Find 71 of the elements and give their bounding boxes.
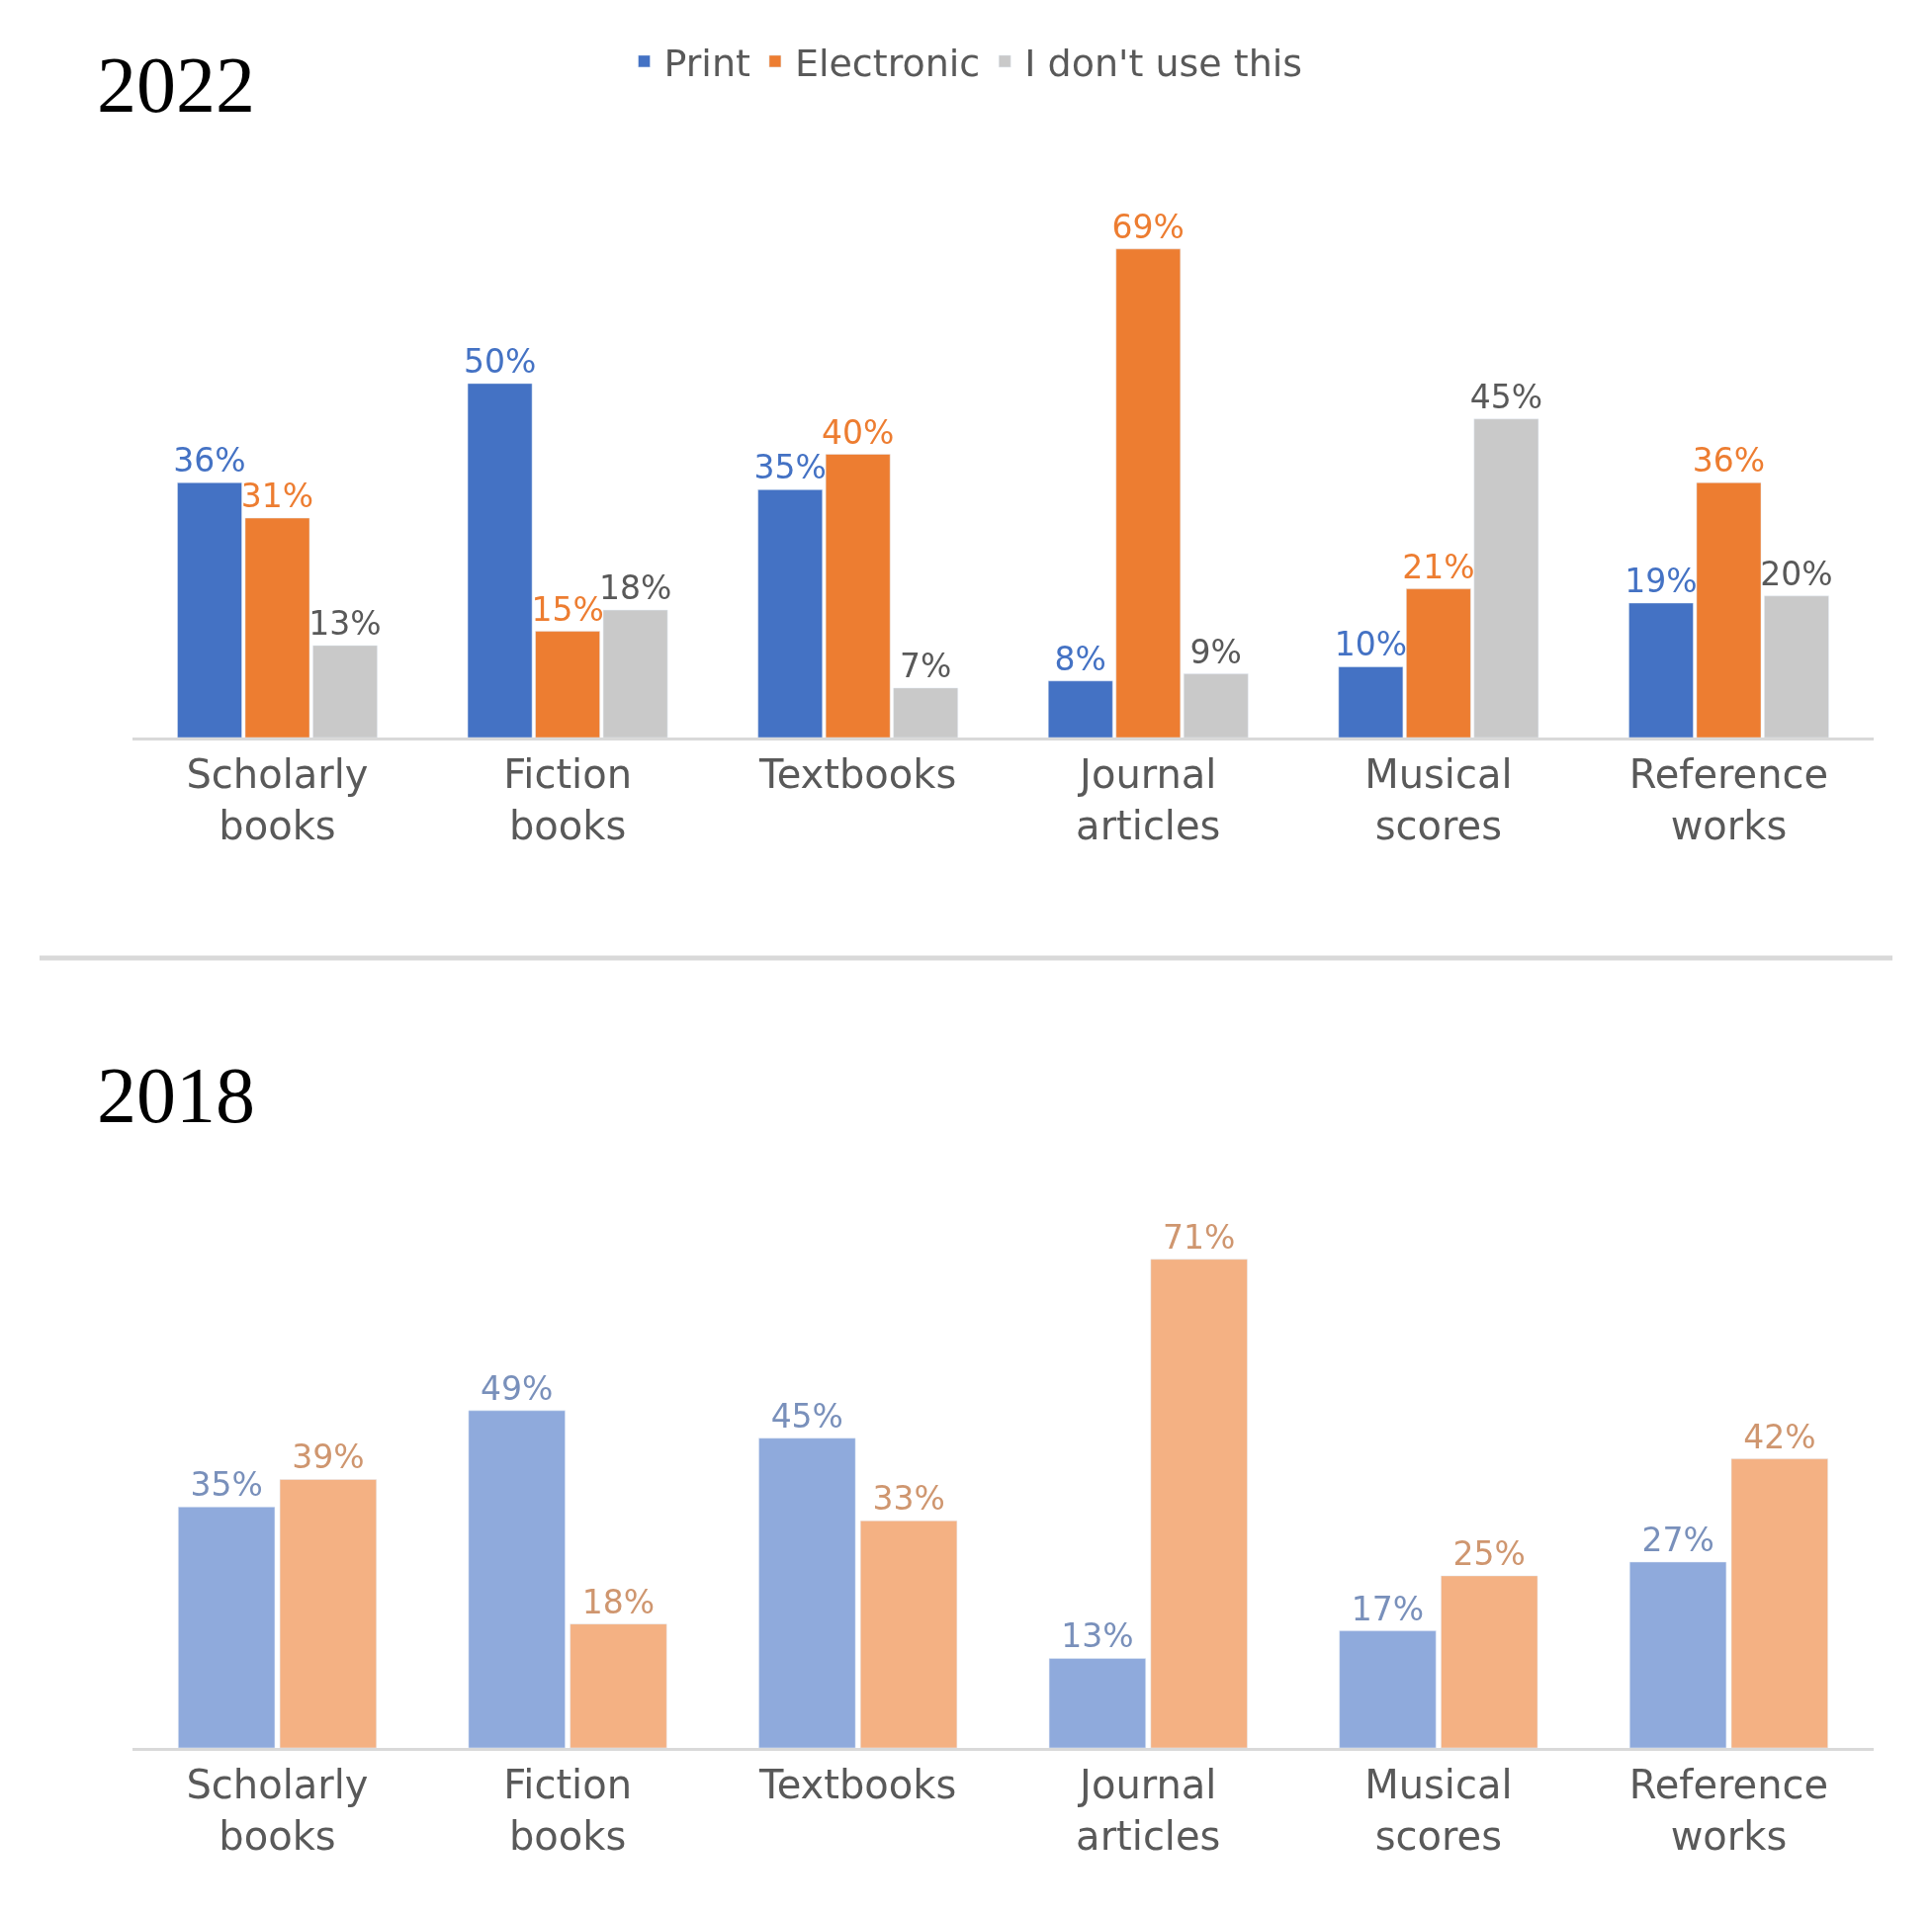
bar	[1048, 1658, 1146, 1748]
bar	[1441, 1575, 1538, 1748]
x-tick-label: Fiction books	[503, 1761, 632, 1859]
x-tick-label: Reference works	[1628, 751, 1829, 849]
x-tick-label: Scholarly books	[186, 1761, 369, 1859]
bar	[825, 454, 891, 739]
legend-label: I don't use this	[1024, 41, 1303, 85]
data-label: 17%	[1351, 1589, 1425, 1628]
bar	[1150, 1259, 1248, 1748]
data-label: 27%	[1641, 1520, 1714, 1559]
bar	[893, 687, 958, 739]
data-label: 21%	[1402, 547, 1475, 586]
bar	[279, 1479, 377, 1748]
x-tick-label: Journal articles	[1076, 1761, 1221, 1859]
bar	[1628, 602, 1694, 739]
legend-label: Print	[663, 41, 750, 85]
data-label: 39%	[292, 1437, 365, 1477]
data-label: 20%	[1760, 554, 1833, 593]
bar	[312, 645, 378, 739]
data-label: 13%	[308, 603, 382, 643]
bar	[1764, 595, 1829, 739]
data-label: 33%	[872, 1479, 945, 1519]
legend-label: Electronic	[794, 41, 981, 85]
bar	[758, 1437, 856, 1748]
x-tick-label: Textbooks	[758, 1761, 957, 1807]
data-label: 42%	[1743, 1417, 1816, 1456]
data-label: 13%	[1061, 1616, 1134, 1656]
bar	[757, 489, 823, 739]
bar	[1338, 666, 1404, 739]
bar	[1183, 673, 1249, 739]
data-label: 35%	[190, 1465, 263, 1505]
bar	[860, 1520, 958, 1748]
bar	[1406, 588, 1471, 739]
data-label: 50%	[463, 341, 537, 381]
x-tick-label: Musical scores	[1364, 1761, 1513, 1859]
data-label: 45%	[770, 1396, 843, 1436]
bar	[570, 1623, 667, 1748]
bar	[467, 383, 533, 739]
x-tick-label: Reference works	[1628, 1761, 1829, 1859]
bar	[1730, 1458, 1828, 1748]
bar	[244, 517, 310, 739]
data-label: 9%	[1189, 632, 1242, 671]
data-label: 71%	[1162, 1217, 1236, 1257]
data-label: 25%	[1452, 1533, 1526, 1573]
bar	[1115, 248, 1182, 739]
data-label: 49%	[481, 1368, 554, 1408]
data-label: 10%	[1334, 625, 1408, 664]
bar	[1696, 481, 1762, 739]
x-tick-label: Textbooks	[758, 751, 957, 798]
bar	[1339, 1630, 1437, 1748]
bar	[535, 631, 600, 739]
data-label: 18%	[581, 1582, 656, 1621]
bar	[468, 1410, 566, 1748]
bar	[177, 481, 242, 739]
bar	[1629, 1561, 1727, 1748]
chart-title: 2018	[97, 1052, 255, 1139]
x-tick-label: Musical scores	[1364, 751, 1513, 849]
bar	[1047, 680, 1113, 739]
bar	[602, 609, 668, 739]
data-label: 45%	[1469, 377, 1543, 416]
data-label: 7%	[900, 646, 952, 685]
x-tick-label: Journal articles	[1076, 751, 1221, 849]
data-label: 19%	[1625, 561, 1698, 600]
x-tick-label: Fiction books	[503, 751, 632, 849]
data-label: 36%	[1692, 441, 1766, 480]
x-tick-label: Scholarly books	[186, 751, 369, 849]
bar	[178, 1507, 276, 1748]
data-label: 8%	[1054, 639, 1106, 678]
data-label: 69%	[1111, 207, 1185, 246]
chart-title: 2022	[97, 42, 255, 129]
bar	[1473, 418, 1539, 739]
